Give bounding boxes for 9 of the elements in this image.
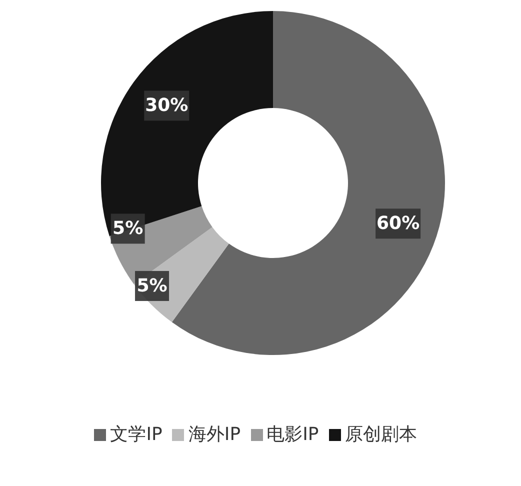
data-label: 5% — [112, 218, 144, 240]
data-label: 30% — [145, 95, 188, 116]
donut-slice — [101, 11, 273, 236]
data-label: 5% — [136, 275, 168, 296]
legend-label: 原创剧本 — [344, 424, 417, 445]
legend-label: 文学IP — [110, 424, 162, 445]
data-label: 60% — [376, 213, 420, 234]
legend-label: 电影IP — [266, 424, 319, 445]
legend-label: 海外IP — [188, 424, 241, 445]
